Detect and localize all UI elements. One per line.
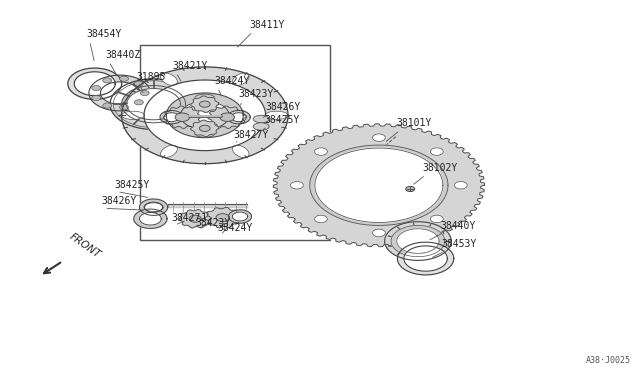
- Polygon shape: [228, 210, 252, 223]
- Polygon shape: [315, 148, 443, 222]
- Circle shape: [92, 86, 100, 91]
- Polygon shape: [404, 246, 447, 271]
- Circle shape: [140, 90, 149, 96]
- Ellipse shape: [232, 145, 249, 158]
- Polygon shape: [122, 86, 186, 123]
- Text: 38411Y: 38411Y: [250, 20, 285, 30]
- Text: 38426Y: 38426Y: [101, 196, 136, 206]
- Text: 38102Y: 38102Y: [422, 163, 458, 173]
- Text: 38425Y: 38425Y: [114, 180, 149, 190]
- Polygon shape: [160, 110, 183, 124]
- Text: 38424Y: 38424Y: [214, 76, 250, 86]
- Polygon shape: [397, 229, 439, 253]
- Circle shape: [431, 215, 444, 223]
- Polygon shape: [127, 89, 180, 120]
- Text: 38423Y: 38423Y: [239, 89, 274, 99]
- Ellipse shape: [265, 111, 288, 119]
- Circle shape: [92, 95, 100, 100]
- Ellipse shape: [253, 115, 269, 123]
- Polygon shape: [144, 80, 266, 151]
- Ellipse shape: [195, 131, 214, 137]
- Bar: [140, 45, 330, 240]
- Polygon shape: [100, 82, 139, 104]
- Circle shape: [120, 105, 129, 110]
- Polygon shape: [179, 209, 211, 228]
- Text: 31895: 31895: [136, 72, 166, 82]
- Ellipse shape: [161, 145, 177, 158]
- Ellipse shape: [161, 73, 177, 86]
- Circle shape: [323, 153, 435, 218]
- Circle shape: [372, 229, 385, 237]
- Text: 38426Y: 38426Y: [266, 102, 301, 112]
- Circle shape: [134, 100, 143, 105]
- Circle shape: [102, 103, 111, 108]
- Circle shape: [454, 182, 467, 189]
- Text: 38454Y: 38454Y: [86, 29, 122, 39]
- Ellipse shape: [232, 73, 249, 86]
- Circle shape: [200, 125, 210, 131]
- Polygon shape: [110, 79, 197, 129]
- Circle shape: [120, 76, 129, 81]
- Text: 38427J: 38427J: [172, 213, 207, 223]
- Circle shape: [200, 101, 210, 107]
- Polygon shape: [140, 199, 168, 215]
- Circle shape: [314, 148, 327, 155]
- Ellipse shape: [122, 111, 145, 119]
- Polygon shape: [273, 124, 484, 247]
- Circle shape: [406, 186, 415, 192]
- Polygon shape: [134, 209, 167, 228]
- Circle shape: [102, 78, 112, 83]
- Circle shape: [134, 81, 143, 86]
- Polygon shape: [145, 202, 163, 212]
- Polygon shape: [166, 93, 243, 138]
- Text: 38427Y: 38427Y: [234, 129, 269, 140]
- Polygon shape: [231, 113, 246, 122]
- Polygon shape: [205, 207, 241, 228]
- Polygon shape: [191, 96, 219, 112]
- Polygon shape: [208, 106, 246, 128]
- Text: FRONT: FRONT: [68, 232, 102, 260]
- Polygon shape: [180, 101, 229, 129]
- Circle shape: [372, 134, 385, 141]
- Text: 38423Y: 38423Y: [195, 218, 230, 228]
- Polygon shape: [163, 106, 202, 128]
- Polygon shape: [89, 75, 150, 111]
- Polygon shape: [385, 222, 451, 260]
- Circle shape: [291, 182, 303, 189]
- Circle shape: [189, 215, 201, 222]
- Text: 38424Y: 38424Y: [218, 223, 253, 233]
- Polygon shape: [310, 145, 448, 225]
- Text: A38·J0025: A38·J0025: [586, 356, 630, 365]
- Polygon shape: [397, 242, 454, 275]
- Circle shape: [314, 215, 327, 223]
- Text: 38440Z: 38440Z: [106, 49, 141, 60]
- Polygon shape: [122, 67, 288, 164]
- Polygon shape: [127, 89, 180, 120]
- Circle shape: [175, 113, 189, 121]
- Text: 38440Y: 38440Y: [440, 221, 476, 231]
- Text: 38453Y: 38453Y: [442, 239, 477, 249]
- Polygon shape: [391, 225, 445, 257]
- Text: 38425Y: 38425Y: [264, 115, 300, 125]
- Circle shape: [220, 113, 234, 121]
- Text: 38101Y: 38101Y: [397, 118, 432, 128]
- Ellipse shape: [195, 94, 214, 101]
- Polygon shape: [232, 212, 248, 221]
- Polygon shape: [164, 113, 179, 122]
- Polygon shape: [74, 72, 115, 96]
- Polygon shape: [68, 68, 122, 99]
- Circle shape: [216, 214, 230, 222]
- Polygon shape: [191, 120, 219, 137]
- Ellipse shape: [253, 123, 269, 130]
- Polygon shape: [315, 148, 443, 222]
- Polygon shape: [397, 229, 439, 253]
- Text: 38421Y: 38421Y: [173, 61, 208, 71]
- Circle shape: [431, 148, 444, 155]
- Polygon shape: [140, 212, 161, 225]
- Polygon shape: [227, 110, 250, 124]
